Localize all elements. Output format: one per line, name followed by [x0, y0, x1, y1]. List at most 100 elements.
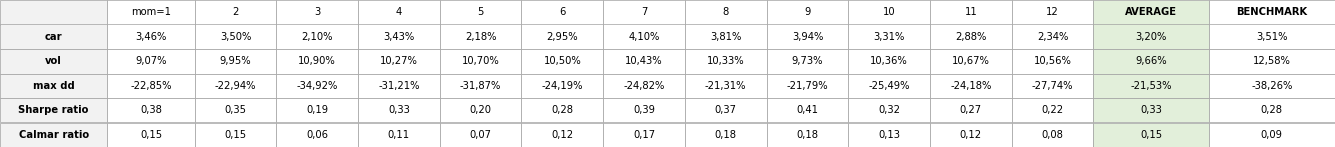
Bar [848, 74, 930, 98]
Bar [766, 49, 848, 74]
Text: 9,66%: 9,66% [1135, 56, 1167, 66]
Text: 12,58%: 12,58% [1252, 56, 1291, 66]
Text: 0,15: 0,15 [1140, 130, 1161, 140]
Text: 0,12: 0,12 [960, 130, 983, 140]
Bar [685, 0, 766, 25]
Bar [358, 49, 439, 74]
Bar [276, 74, 358, 98]
Text: max dd: max dd [33, 81, 75, 91]
Text: 0,15: 0,15 [140, 130, 162, 140]
Text: 10,56%: 10,56% [1033, 56, 1072, 66]
Bar [685, 122, 766, 147]
Bar [439, 49, 522, 74]
Text: -22,85%: -22,85% [131, 81, 172, 91]
Text: -24,19%: -24,19% [542, 81, 583, 91]
Text: 10,36%: 10,36% [870, 56, 908, 66]
Text: 2,10%: 2,10% [302, 32, 332, 42]
Bar [603, 98, 685, 122]
Text: -31,21%: -31,21% [378, 81, 419, 91]
Text: 2,88%: 2,88% [955, 32, 987, 42]
Bar [522, 0, 603, 25]
Bar [930, 74, 1012, 98]
Text: 0,07: 0,07 [470, 130, 491, 140]
Text: car: car [45, 32, 63, 42]
Text: -27,74%: -27,74% [1032, 81, 1073, 91]
Bar [848, 49, 930, 74]
Text: Sharpe ratio: Sharpe ratio [19, 105, 89, 115]
Bar [0, 122, 107, 147]
Bar [1093, 0, 1208, 25]
Text: 0,41: 0,41 [797, 105, 818, 115]
Bar [1208, 25, 1335, 49]
Text: Calmar ratio: Calmar ratio [19, 130, 88, 140]
Bar [358, 0, 439, 25]
Text: 11: 11 [964, 7, 977, 17]
Text: -25,49%: -25,49% [869, 81, 910, 91]
Text: -21,79%: -21,79% [786, 81, 828, 91]
Text: 10,27%: 10,27% [380, 56, 418, 66]
Text: 3,94%: 3,94% [792, 32, 824, 42]
Bar [1208, 74, 1335, 98]
Text: 3,51%: 3,51% [1256, 32, 1287, 42]
Text: 10: 10 [882, 7, 896, 17]
Bar [685, 25, 766, 49]
Bar [276, 49, 358, 74]
Bar [766, 74, 848, 98]
Bar [603, 0, 685, 25]
Bar [0, 0, 107, 25]
Text: -34,92%: -34,92% [296, 81, 338, 91]
Bar [195, 25, 276, 49]
Text: 0,22: 0,22 [1041, 105, 1064, 115]
Bar [1093, 98, 1208, 122]
Text: 3,81%: 3,81% [710, 32, 741, 42]
Text: BENCHMARK: BENCHMARK [1236, 7, 1307, 17]
Bar [276, 98, 358, 122]
Text: 9,73%: 9,73% [792, 56, 824, 66]
Text: 0,09: 0,09 [1260, 130, 1283, 140]
Bar [0, 49, 107, 74]
Bar [603, 25, 685, 49]
Bar [107, 0, 195, 25]
Text: -21,53%: -21,53% [1131, 81, 1172, 91]
Bar [439, 98, 522, 122]
Bar [439, 0, 522, 25]
Text: -24,82%: -24,82% [623, 81, 665, 91]
Text: 3: 3 [314, 7, 320, 17]
Bar [603, 74, 685, 98]
Text: 10,50%: 10,50% [543, 56, 581, 66]
Bar [1093, 74, 1208, 98]
Text: -21,31%: -21,31% [705, 81, 746, 91]
Bar [107, 74, 195, 98]
Bar [685, 98, 766, 122]
Bar [1093, 25, 1208, 49]
Text: mom=1: mom=1 [131, 7, 171, 17]
Text: 2,18%: 2,18% [465, 32, 497, 42]
Bar [1208, 0, 1335, 25]
Bar [107, 122, 195, 147]
Bar [848, 122, 930, 147]
Bar [195, 122, 276, 147]
Text: 3,20%: 3,20% [1135, 32, 1167, 42]
Text: 3,31%: 3,31% [873, 32, 905, 42]
Text: 10,67%: 10,67% [952, 56, 989, 66]
Bar [522, 25, 603, 49]
Text: 0,11: 0,11 [388, 130, 410, 140]
Bar [1093, 49, 1208, 74]
Text: -24,18%: -24,18% [951, 81, 992, 91]
Bar [522, 122, 603, 147]
Bar [848, 25, 930, 49]
Text: -38,26%: -38,26% [1251, 81, 1292, 91]
Bar [603, 122, 685, 147]
Bar [522, 49, 603, 74]
Bar [358, 98, 439, 122]
Text: 0,13: 0,13 [878, 130, 900, 140]
Bar [107, 49, 195, 74]
Bar [439, 74, 522, 98]
Bar [358, 74, 439, 98]
Text: 9: 9 [804, 7, 810, 17]
Bar [766, 98, 848, 122]
Text: 12: 12 [1047, 7, 1059, 17]
Bar [522, 74, 603, 98]
Text: 10,43%: 10,43% [625, 56, 663, 66]
Text: 0,28: 0,28 [1260, 105, 1283, 115]
